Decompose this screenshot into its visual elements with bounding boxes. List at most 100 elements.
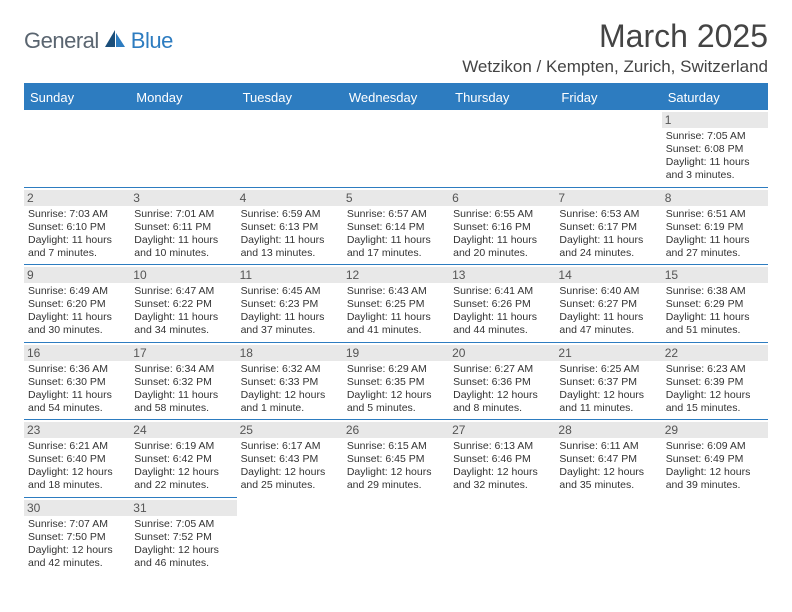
daylight-line2: and 7 minutes. (28, 247, 126, 260)
day-number: 16 (24, 345, 130, 361)
day-info: Sunrise: 6:21 AMSunset: 6:40 PMDaylight:… (28, 440, 126, 493)
daylight-line2: and 54 minutes. (28, 402, 126, 415)
calendar-cell: 11Sunrise: 6:45 AMSunset: 6:23 PMDayligh… (237, 265, 343, 343)
sunrise-text: Sunrise: 6:43 AM (347, 285, 445, 298)
day-number: 28 (555, 422, 661, 438)
calendar-cell: 12Sunrise: 6:43 AMSunset: 6:25 PMDayligh… (343, 265, 449, 343)
calendar-cell: 26Sunrise: 6:15 AMSunset: 6:45 PMDayligh… (343, 420, 449, 498)
sunset-text: Sunset: 6:36 PM (453, 376, 551, 389)
location: Wetzikon / Kempten, Zurich, Switzerland (462, 57, 768, 77)
day-info: Sunrise: 7:07 AMSunset: 7:50 PMDaylight:… (28, 518, 126, 571)
sunrise-text: Sunrise: 6:34 AM (134, 363, 232, 376)
calendar-row: 16Sunrise: 6:36 AMSunset: 6:30 PMDayligh… (24, 342, 768, 420)
calendar-row: 30Sunrise: 7:07 AMSunset: 7:50 PMDayligh… (24, 497, 768, 574)
sunrise-text: Sunrise: 6:27 AM (453, 363, 551, 376)
day-number: 4 (237, 190, 343, 206)
day-info: Sunrise: 6:38 AMSunset: 6:29 PMDaylight:… (666, 285, 764, 338)
calendar-body: 1Sunrise: 7:05 AMSunset: 6:08 PMDaylight… (24, 110, 768, 574)
daylight-line1: Daylight: 11 hours (559, 234, 657, 247)
month-title: March 2025 (462, 18, 768, 55)
daylight-line2: and 41 minutes. (347, 324, 445, 337)
day-info: Sunrise: 6:51 AMSunset: 6:19 PMDaylight:… (666, 208, 764, 261)
sunrise-text: Sunrise: 6:40 AM (559, 285, 657, 298)
daylight-line1: Daylight: 11 hours (666, 311, 764, 324)
daylight-line1: Daylight: 12 hours (347, 466, 445, 479)
daylight-line1: Daylight: 12 hours (241, 466, 339, 479)
daylight-line1: Daylight: 12 hours (666, 389, 764, 402)
daylight-line1: Daylight: 11 hours (134, 389, 232, 402)
title-block: March 2025 Wetzikon / Kempten, Zurich, S… (462, 18, 768, 77)
day-number: 21 (555, 345, 661, 361)
calendar-cell (449, 497, 555, 574)
daylight-line2: and 27 minutes. (666, 247, 764, 260)
sunrise-text: Sunrise: 7:05 AM (134, 518, 232, 531)
sunset-text: Sunset: 6:35 PM (347, 376, 445, 389)
empty-day (237, 112, 343, 128)
calendar-row: 23Sunrise: 6:21 AMSunset: 6:40 PMDayligh… (24, 420, 768, 498)
daylight-line1: Daylight: 11 hours (134, 234, 232, 247)
empty-day (130, 112, 236, 128)
calendar-cell (130, 110, 236, 187)
daylight-line1: Daylight: 12 hours (28, 466, 126, 479)
sunset-text: Sunset: 6:22 PM (134, 298, 232, 311)
daylight-line2: and 13 minutes. (241, 247, 339, 260)
sunrise-text: Sunrise: 6:17 AM (241, 440, 339, 453)
day-info: Sunrise: 6:32 AMSunset: 6:33 PMDaylight:… (241, 363, 339, 416)
day-header-row: SundayMondayTuesdayWednesdayThursdayFrid… (24, 85, 768, 110)
sunset-text: Sunset: 6:29 PM (666, 298, 764, 311)
empty-day (24, 112, 130, 128)
calendar-cell: 29Sunrise: 6:09 AMSunset: 6:49 PMDayligh… (662, 420, 768, 498)
calendar-cell: 22Sunrise: 6:23 AMSunset: 6:39 PMDayligh… (662, 342, 768, 420)
daylight-line1: Daylight: 11 hours (453, 311, 551, 324)
daylight-line1: Daylight: 12 hours (347, 389, 445, 402)
sunset-text: Sunset: 6:33 PM (241, 376, 339, 389)
sunrise-text: Sunrise: 6:53 AM (559, 208, 657, 221)
day-number: 17 (130, 345, 236, 361)
calendar-cell (555, 497, 661, 574)
daylight-line1: Daylight: 12 hours (559, 389, 657, 402)
daylight-line1: Daylight: 11 hours (666, 156, 764, 169)
day-info: Sunrise: 6:45 AMSunset: 6:23 PMDaylight:… (241, 285, 339, 338)
calendar-cell (555, 110, 661, 187)
day-info: Sunrise: 6:59 AMSunset: 6:13 PMDaylight:… (241, 208, 339, 261)
logo: General Blue (24, 28, 173, 54)
sunrise-text: Sunrise: 6:11 AM (559, 440, 657, 453)
calendar-cell: 30Sunrise: 7:07 AMSunset: 7:50 PMDayligh… (24, 497, 130, 574)
daylight-line2: and 32 minutes. (453, 479, 551, 492)
daylight-line1: Daylight: 11 hours (347, 234, 445, 247)
sunrise-text: Sunrise: 6:51 AM (666, 208, 764, 221)
daylight-line2: and 42 minutes. (28, 557, 126, 570)
daylight-line2: and 25 minutes. (241, 479, 339, 492)
daylight-line1: Daylight: 12 hours (453, 466, 551, 479)
day-number: 31 (130, 500, 236, 516)
daylight-line1: Daylight: 12 hours (453, 389, 551, 402)
day-info: Sunrise: 6:49 AMSunset: 6:20 PMDaylight:… (28, 285, 126, 338)
calendar-cell: 9Sunrise: 6:49 AMSunset: 6:20 PMDaylight… (24, 265, 130, 343)
daylight-line1: Daylight: 11 hours (134, 311, 232, 324)
calendar-row: 1Sunrise: 7:05 AMSunset: 6:08 PMDaylight… (24, 110, 768, 187)
daylight-line2: and 51 minutes. (666, 324, 764, 337)
daylight-line2: and 58 minutes. (134, 402, 232, 415)
sunrise-text: Sunrise: 6:19 AM (134, 440, 232, 453)
sunset-text: Sunset: 6:08 PM (666, 143, 764, 156)
day-number: 13 (449, 267, 555, 283)
day-info: Sunrise: 6:47 AMSunset: 6:22 PMDaylight:… (134, 285, 232, 338)
daylight-line2: and 47 minutes. (559, 324, 657, 337)
day-number: 5 (343, 190, 449, 206)
calendar-cell (662, 497, 768, 574)
sunrise-text: Sunrise: 6:21 AM (28, 440, 126, 453)
day-number: 22 (662, 345, 768, 361)
day-number: 10 (130, 267, 236, 283)
day-number: 6 (449, 190, 555, 206)
day-header: Saturday (662, 85, 768, 110)
calendar-cell: 15Sunrise: 6:38 AMSunset: 6:29 PMDayligh… (662, 265, 768, 343)
sunset-text: Sunset: 6:37 PM (559, 376, 657, 389)
day-info: Sunrise: 6:53 AMSunset: 6:17 PMDaylight:… (559, 208, 657, 261)
day-number: 3 (130, 190, 236, 206)
day-number: 29 (662, 422, 768, 438)
sunrise-text: Sunrise: 6:59 AM (241, 208, 339, 221)
day-number: 1 (662, 112, 768, 128)
day-number: 25 (237, 422, 343, 438)
sunset-text: Sunset: 7:52 PM (134, 531, 232, 544)
calendar-cell (237, 497, 343, 574)
